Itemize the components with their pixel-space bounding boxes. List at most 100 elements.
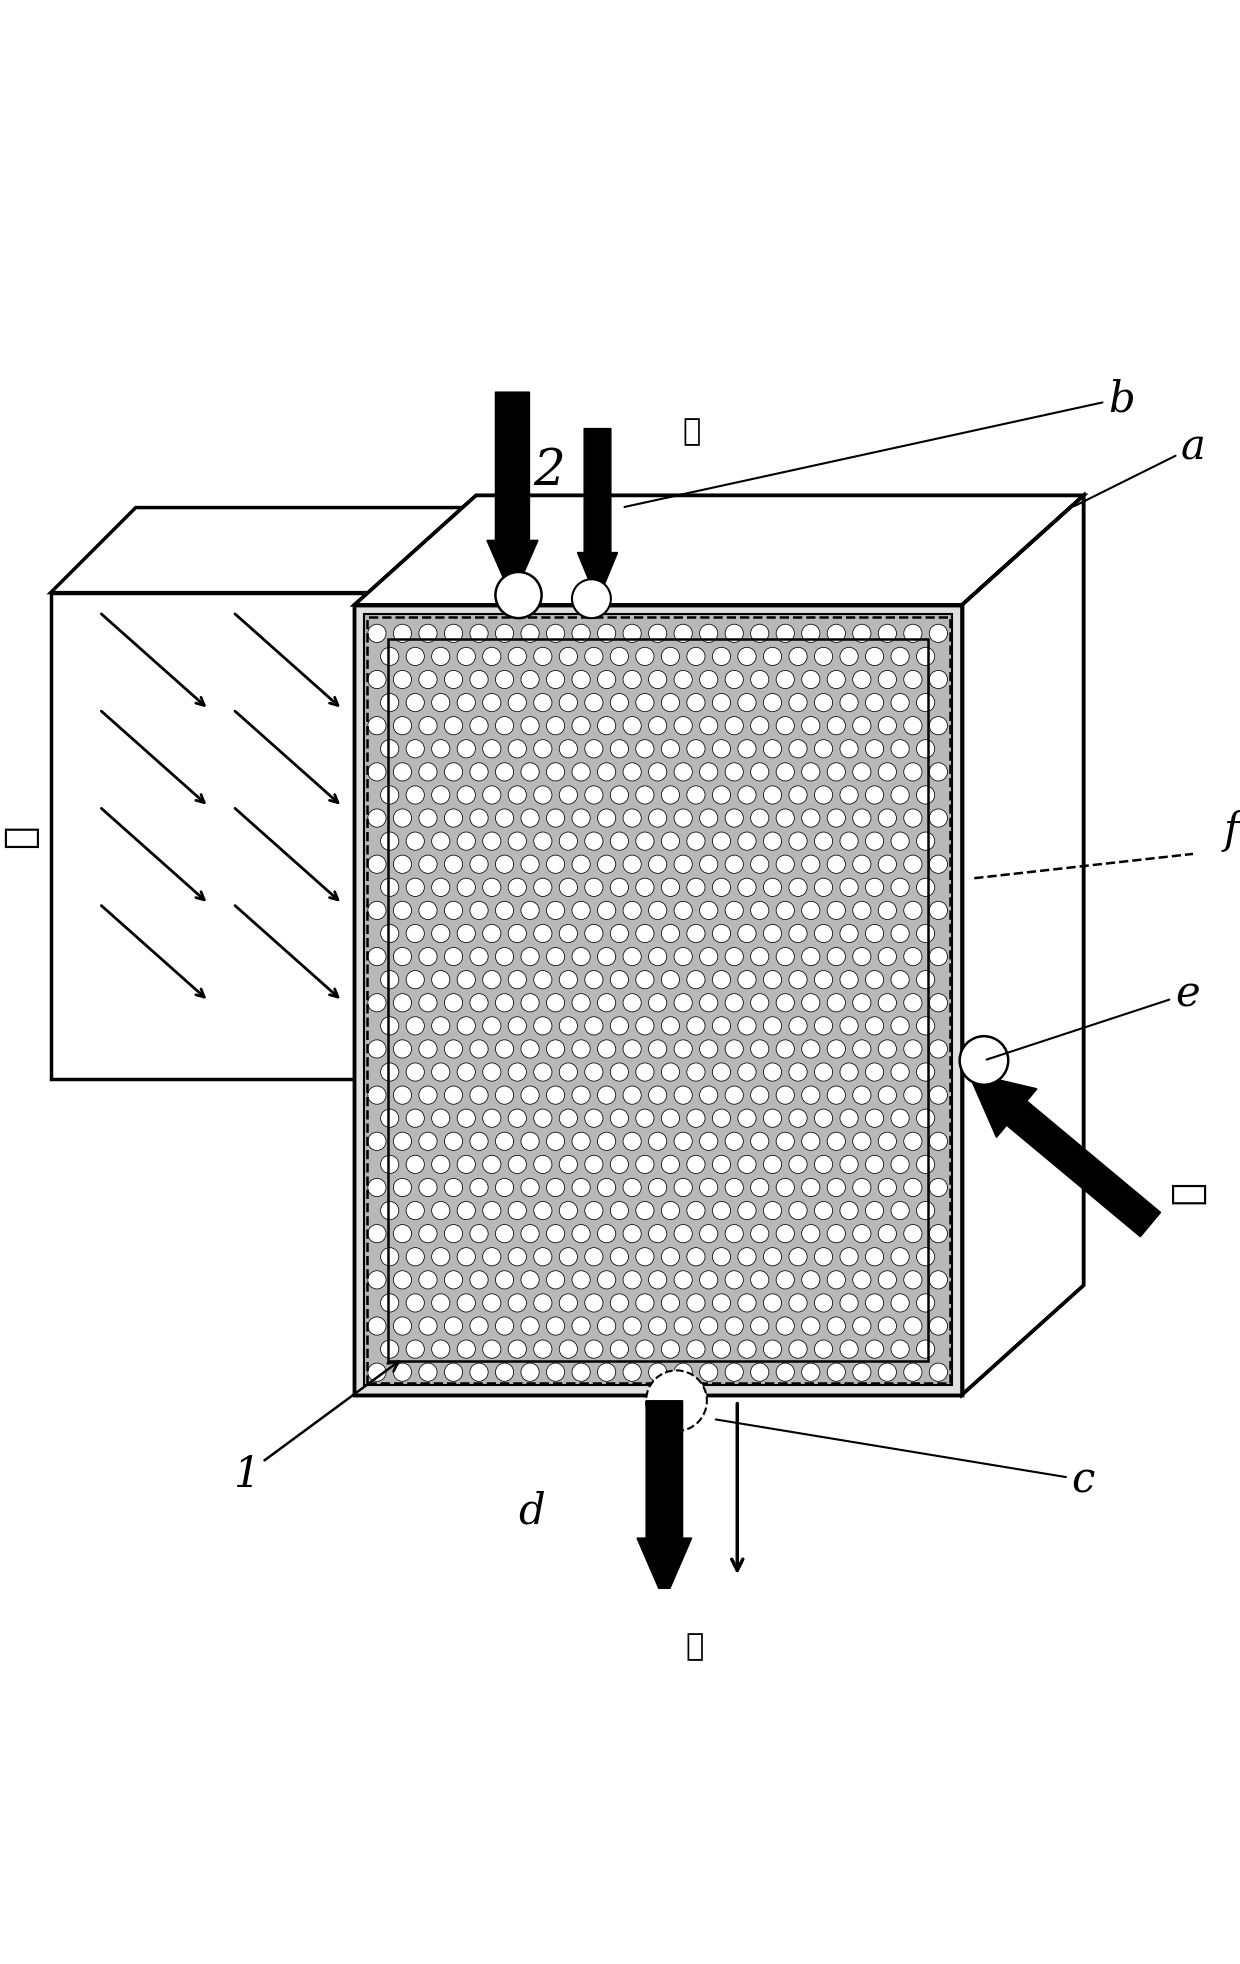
- Circle shape: [712, 970, 730, 990]
- Circle shape: [622, 625, 641, 642]
- Circle shape: [827, 949, 846, 966]
- Circle shape: [738, 1294, 756, 1312]
- Circle shape: [636, 1247, 653, 1267]
- Polygon shape: [51, 509, 464, 593]
- Text: b: b: [625, 379, 1135, 509]
- Circle shape: [368, 1318, 386, 1336]
- Circle shape: [699, 809, 718, 827]
- Polygon shape: [51, 593, 378, 1078]
- Circle shape: [622, 1318, 641, 1336]
- Circle shape: [470, 949, 489, 966]
- Circle shape: [559, 1017, 578, 1035]
- Circle shape: [661, 693, 680, 713]
- Circle shape: [393, 1041, 412, 1059]
- Circle shape: [636, 1063, 653, 1082]
- Circle shape: [904, 949, 923, 966]
- Circle shape: [381, 786, 399, 805]
- Circle shape: [508, 1017, 527, 1035]
- Circle shape: [610, 740, 629, 758]
- Circle shape: [649, 1086, 667, 1104]
- Circle shape: [839, 1155, 858, 1174]
- Circle shape: [750, 1041, 769, 1059]
- Circle shape: [712, 693, 730, 713]
- Circle shape: [738, 1017, 756, 1035]
- Circle shape: [738, 878, 756, 898]
- Circle shape: [482, 693, 501, 713]
- Circle shape: [598, 994, 616, 1011]
- Circle shape: [559, 1294, 578, 1312]
- Circle shape: [533, 1017, 552, 1035]
- Circle shape: [839, 786, 858, 805]
- Circle shape: [572, 949, 590, 966]
- Circle shape: [533, 693, 552, 713]
- Circle shape: [827, 856, 846, 874]
- Circle shape: [393, 994, 412, 1011]
- Circle shape: [508, 878, 527, 898]
- Circle shape: [419, 625, 436, 642]
- Circle shape: [407, 878, 424, 898]
- Circle shape: [750, 1363, 769, 1381]
- Circle shape: [636, 1339, 653, 1359]
- Circle shape: [636, 925, 653, 943]
- Circle shape: [508, 1202, 527, 1220]
- Circle shape: [470, 717, 489, 735]
- Circle shape: [764, 878, 781, 898]
- Circle shape: [853, 1271, 870, 1288]
- Circle shape: [764, 925, 781, 943]
- Circle shape: [738, 1155, 756, 1174]
- Circle shape: [815, 1339, 832, 1359]
- Circle shape: [687, 1294, 706, 1312]
- Circle shape: [521, 1318, 539, 1336]
- Circle shape: [470, 1363, 489, 1381]
- Circle shape: [892, 925, 909, 943]
- Circle shape: [636, 1155, 653, 1174]
- Circle shape: [508, 925, 527, 943]
- Circle shape: [853, 1086, 870, 1104]
- Circle shape: [585, 740, 603, 758]
- Circle shape: [661, 1247, 680, 1267]
- Circle shape: [827, 717, 846, 735]
- Circle shape: [496, 1041, 513, 1059]
- Circle shape: [444, 764, 463, 782]
- Polygon shape: [378, 509, 464, 1078]
- Circle shape: [916, 925, 935, 943]
- Circle shape: [585, 925, 603, 943]
- Circle shape: [750, 1178, 769, 1196]
- Circle shape: [878, 1178, 897, 1196]
- Circle shape: [725, 949, 743, 966]
- Circle shape: [827, 1318, 846, 1336]
- Circle shape: [904, 1178, 923, 1196]
- Circle shape: [675, 1318, 692, 1336]
- Circle shape: [839, 925, 858, 943]
- Circle shape: [547, 1363, 564, 1381]
- Circle shape: [839, 1339, 858, 1359]
- Circle shape: [929, 1226, 947, 1243]
- Circle shape: [572, 764, 590, 782]
- Circle shape: [776, 625, 795, 642]
- Circle shape: [815, 925, 832, 943]
- Circle shape: [750, 994, 769, 1011]
- Circle shape: [521, 625, 539, 642]
- Circle shape: [764, 970, 781, 990]
- Circle shape: [738, 740, 756, 758]
- Circle shape: [827, 994, 846, 1011]
- Circle shape: [687, 1202, 706, 1220]
- Circle shape: [559, 1339, 578, 1359]
- Circle shape: [827, 1271, 846, 1288]
- Circle shape: [458, 1202, 475, 1220]
- Circle shape: [444, 1041, 463, 1059]
- Text: e: e: [987, 974, 1199, 1061]
- Circle shape: [675, 901, 692, 919]
- Circle shape: [646, 1371, 707, 1432]
- Circle shape: [904, 764, 923, 782]
- Circle shape: [368, 672, 386, 689]
- Circle shape: [916, 648, 935, 666]
- Circle shape: [878, 717, 897, 735]
- Circle shape: [916, 693, 935, 713]
- Circle shape: [750, 901, 769, 919]
- Circle shape: [610, 878, 629, 898]
- Circle shape: [622, 1226, 641, 1243]
- Circle shape: [585, 1202, 603, 1220]
- Circle shape: [725, 625, 743, 642]
- Circle shape: [712, 648, 730, 666]
